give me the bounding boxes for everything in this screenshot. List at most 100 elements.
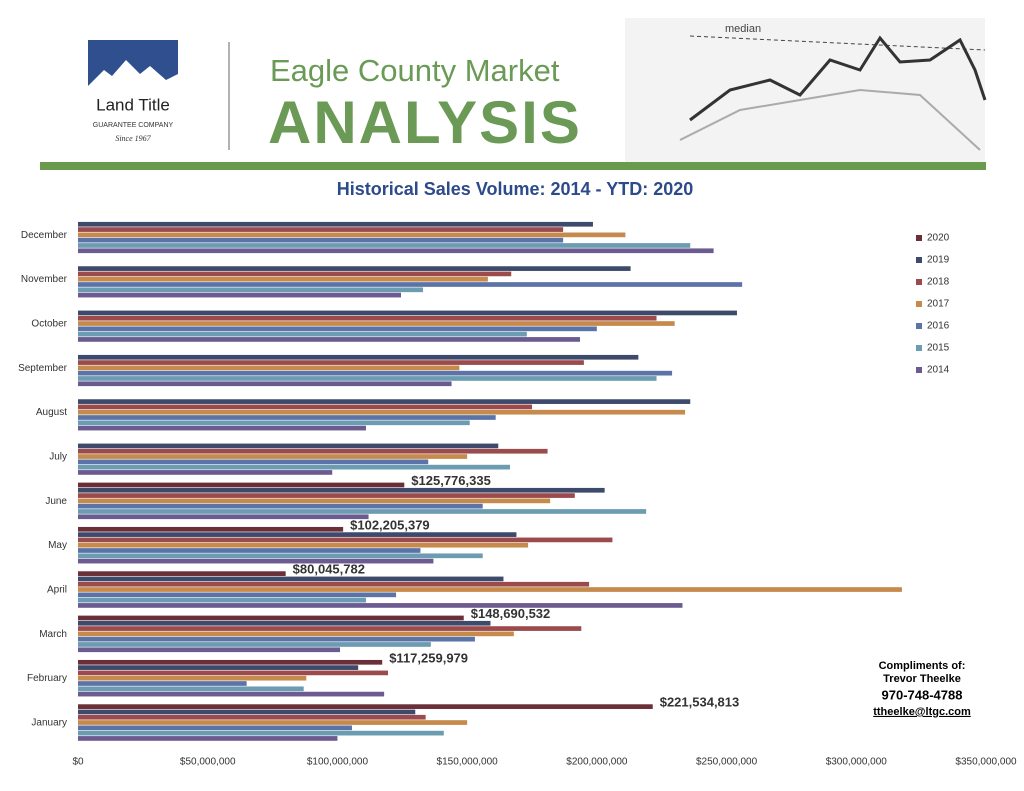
bar bbox=[78, 736, 338, 741]
bar bbox=[78, 404, 532, 410]
legend-swatch bbox=[916, 345, 922, 351]
title-line2: ANALYSIS bbox=[268, 89, 582, 156]
y-tick-label: September bbox=[18, 363, 68, 374]
contact-phone: 970-748-4788 bbox=[882, 687, 963, 702]
contact: Compliments of: Trevor Theelke 970-748-4… bbox=[873, 660, 971, 718]
bar bbox=[78, 315, 657, 321]
bar bbox=[78, 321, 675, 326]
y-tick-label: November bbox=[21, 274, 68, 285]
bar bbox=[78, 509, 647, 514]
decor-line2 bbox=[679, 88, 981, 151]
bar bbox=[78, 681, 247, 686]
bar bbox=[78, 237, 564, 243]
bar bbox=[78, 631, 514, 637]
bar bbox=[78, 459, 429, 465]
bar bbox=[78, 620, 491, 626]
bar bbox=[78, 354, 639, 360]
bar bbox=[78, 704, 653, 709]
legend-label: 2018 bbox=[927, 277, 950, 288]
bar bbox=[78, 615, 464, 621]
bar bbox=[78, 576, 504, 582]
y-tick-label: June bbox=[45, 496, 67, 507]
bar bbox=[78, 647, 341, 653]
value-label: $80,045,782 bbox=[293, 562, 365, 577]
bar bbox=[78, 626, 582, 631]
legend-swatch bbox=[916, 257, 922, 263]
value-label: $102,205,379 bbox=[350, 517, 430, 532]
bar bbox=[78, 381, 452, 387]
bar bbox=[78, 665, 359, 670]
bar bbox=[78, 558, 434, 564]
value-label: $221,534,813 bbox=[660, 695, 740, 710]
bar bbox=[78, 659, 383, 665]
bar bbox=[78, 425, 366, 431]
bar bbox=[78, 276, 488, 282]
bar bbox=[78, 542, 529, 548]
x-tick-label: $100,000,000 bbox=[307, 757, 369, 768]
bar bbox=[78, 636, 475, 642]
bar bbox=[78, 581, 590, 587]
bar bbox=[78, 292, 401, 298]
y-tick-label: October bbox=[31, 318, 67, 329]
x-tick-label: $250,000,000 bbox=[696, 757, 758, 768]
bar bbox=[78, 587, 902, 592]
x-tick-label: $0 bbox=[72, 757, 84, 768]
bar bbox=[78, 537, 613, 543]
decor-label: median bbox=[725, 23, 761, 35]
bar bbox=[78, 642, 431, 647]
contact-name: Trevor Theelke bbox=[883, 673, 961, 685]
brand-sub: GUARANTEE COMPANY bbox=[93, 122, 174, 129]
bar bbox=[78, 271, 512, 277]
bar bbox=[78, 670, 389, 676]
decor-median bbox=[689, 35, 986, 51]
bar bbox=[78, 243, 691, 248]
y-tick-label: April bbox=[47, 584, 67, 595]
header-rule bbox=[40, 162, 986, 170]
legend-label: 2019 bbox=[927, 255, 950, 266]
x-tick-label: $50,000,000 bbox=[180, 757, 236, 768]
legend-swatch bbox=[916, 279, 922, 285]
bar bbox=[78, 526, 344, 532]
bar bbox=[78, 464, 510, 470]
bar bbox=[78, 720, 468, 725]
legend-swatch bbox=[916, 323, 922, 329]
decor-line bbox=[689, 35, 987, 122]
contact-email: ttheelke@ltgc.com bbox=[873, 706, 971, 718]
x-tick-label: $350,000,000 bbox=[955, 757, 1017, 768]
logo: Land Title GUARANTEE COMPANY Since 1967 bbox=[88, 40, 178, 143]
bar bbox=[78, 548, 421, 553]
bar bbox=[78, 331, 527, 337]
bar bbox=[78, 227, 564, 232]
bar bbox=[78, 420, 470, 426]
y-tick-label: March bbox=[39, 629, 67, 640]
bar bbox=[78, 232, 626, 238]
brand-since: Since 1967 bbox=[115, 134, 151, 143]
bar bbox=[78, 448, 548, 454]
bar bbox=[78, 675, 307, 681]
bar bbox=[78, 503, 483, 509]
bar bbox=[78, 730, 444, 736]
bar bbox=[78, 376, 657, 381]
bar bbox=[78, 597, 366, 603]
bar bbox=[78, 399, 691, 404]
bar bbox=[78, 454, 468, 459]
bar bbox=[78, 287, 424, 293]
bar bbox=[78, 310, 737, 316]
bar bbox=[78, 709, 416, 715]
y-tick-label: May bbox=[48, 540, 67, 551]
legend-swatch bbox=[916, 367, 922, 373]
bar bbox=[78, 482, 405, 488]
bar bbox=[78, 360, 584, 365]
bar bbox=[78, 725, 352, 731]
bar bbox=[78, 571, 286, 576]
bar bbox=[78, 337, 580, 342]
bar bbox=[78, 282, 743, 287]
bar bbox=[78, 370, 673, 376]
bar bbox=[78, 487, 605, 493]
y-tick-label: January bbox=[31, 717, 67, 728]
legend-label: 2014 bbox=[927, 365, 950, 376]
bar bbox=[78, 493, 575, 498]
contact-intro: Compliments of: bbox=[879, 660, 966, 672]
logo-mountains bbox=[88, 60, 178, 86]
